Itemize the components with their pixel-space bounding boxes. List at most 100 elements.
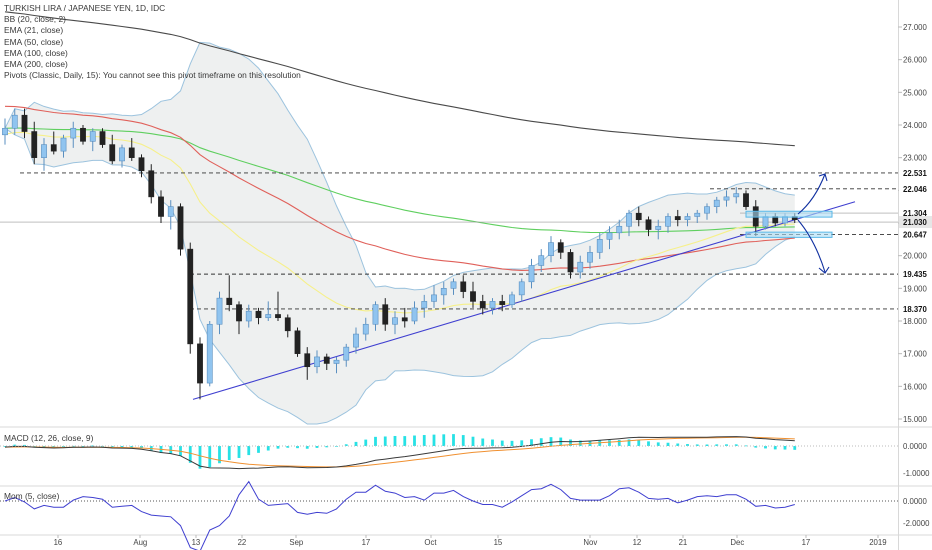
candle[interactable] [548, 236, 554, 263]
legend-bb[interactable]: BB (20, close, 2) [4, 14, 66, 25]
candle[interactable] [236, 301, 242, 335]
candle[interactable] [323, 353, 330, 370]
candle[interactable] [99, 128, 106, 148]
candle[interactable] [557, 239, 564, 259]
candle[interactable] [616, 219, 623, 240]
candle[interactable] [567, 249, 574, 279]
candle[interactable] [2, 118, 8, 145]
candle[interactable] [109, 134, 116, 165]
candle[interactable] [197, 337, 203, 400]
candle[interactable] [80, 125, 86, 145]
candle[interactable] [538, 249, 545, 272]
candle[interactable] [694, 209, 701, 223]
legend-pivots[interactable]: Pivots (Classic, Daily, 15): You cannot … [4, 70, 301, 81]
candle[interactable] [645, 216, 652, 237]
candle[interactable] [343, 343, 350, 367]
y-tick-label: 17.000 [903, 350, 928, 359]
candle[interactable] [421, 294, 428, 318]
candle[interactable] [372, 301, 379, 331]
candle[interactable] [440, 281, 447, 305]
candle[interactable] [704, 203, 710, 220]
candle[interactable] [635, 206, 642, 227]
candle[interactable] [41, 138, 47, 171]
legend-ema100[interactable]: EMA (100, close) [4, 47, 68, 58]
candle[interactable] [31, 121, 38, 165]
candle[interactable] [255, 307, 262, 325]
candle[interactable] [743, 190, 749, 210]
candle[interactable] [138, 154, 145, 178]
candle[interactable] [665, 213, 671, 233]
candle[interactable] [382, 298, 389, 331]
candle[interactable] [177, 203, 184, 256]
breakdown-down-arrow[interactable] [797, 219, 826, 273]
candle[interactable] [713, 196, 720, 214]
candle[interactable] [587, 245, 593, 269]
candle[interactable] [158, 190, 164, 223]
macd-histogram-bar [686, 444, 689, 446]
candle[interactable] [674, 209, 681, 227]
candle-body [606, 232, 613, 240]
mom-y-tick-label: 0.0000 [903, 497, 928, 506]
candle[interactable] [353, 327, 359, 354]
candle[interactable] [187, 242, 194, 354]
candle[interactable] [314, 350, 320, 374]
candle[interactable] [411, 301, 418, 325]
candle[interactable] [606, 226, 613, 250]
candle[interactable] [489, 298, 496, 315]
candle[interactable] [431, 285, 437, 308]
candle[interactable] [265, 301, 272, 321]
candle[interactable] [596, 232, 603, 259]
candle[interactable] [655, 219, 662, 240]
candle[interactable] [50, 131, 57, 155]
candle[interactable] [479, 294, 486, 315]
x-tick-label: 15 [494, 538, 503, 547]
candle[interactable] [684, 213, 691, 227]
candle[interactable] [284, 314, 291, 338]
legend-ema200[interactable]: EMA (200, close) [4, 58, 68, 69]
legend-ema50[interactable]: EMA (50, close) [4, 36, 64, 47]
candle[interactable] [626, 209, 632, 237]
candle[interactable] [362, 317, 369, 341]
candle[interactable] [733, 187, 740, 204]
candle[interactable] [723, 190, 730, 207]
candle[interactable] [206, 321, 213, 387]
candle[interactable] [401, 307, 408, 328]
arrow-head-icon[interactable] [818, 173, 828, 182]
candle[interactable] [128, 138, 135, 161]
candle[interactable] [392, 311, 398, 335]
candle-body [538, 255, 545, 266]
candle[interactable] [89, 128, 96, 152]
support-box[interactable] [745, 231, 833, 238]
candle[interactable] [148, 164, 155, 204]
candle[interactable] [70, 121, 77, 148]
candle[interactable] [119, 144, 125, 168]
candle[interactable] [167, 200, 174, 230]
candle[interactable] [509, 291, 515, 308]
candle[interactable] [470, 281, 476, 308]
breakout-up-arrow[interactable] [797, 173, 826, 215]
arrow-head-icon[interactable] [818, 266, 830, 274]
candle[interactable] [216, 291, 223, 335]
candle[interactable] [450, 278, 457, 295]
candle[interactable] [294, 327, 301, 357]
candle[interactable] [460, 275, 467, 299]
mom-title[interactable]: Mom (5, close) [4, 491, 60, 501]
candle[interactable] [275, 291, 281, 321]
macd-histogram-bar [500, 440, 504, 446]
macd-title[interactable]: MACD (12, 26, close, 9) [4, 433, 94, 443]
candle-body [577, 261, 584, 273]
candle[interactable] [245, 304, 252, 328]
candle[interactable] [304, 347, 311, 380]
candle[interactable] [226, 275, 233, 312]
candle[interactable] [499, 294, 506, 312]
legend-ema21[interactable]: EMA (21, close) [4, 25, 64, 36]
candle[interactable] [528, 258, 535, 289]
candle[interactable] [577, 255, 584, 279]
candle[interactable] [60, 134, 67, 158]
resistance-box[interactable] [745, 210, 833, 218]
candle[interactable] [518, 278, 525, 302]
candle[interactable] [21, 108, 28, 139]
candle[interactable] [333, 356, 340, 374]
candle[interactable] [11, 108, 18, 135]
